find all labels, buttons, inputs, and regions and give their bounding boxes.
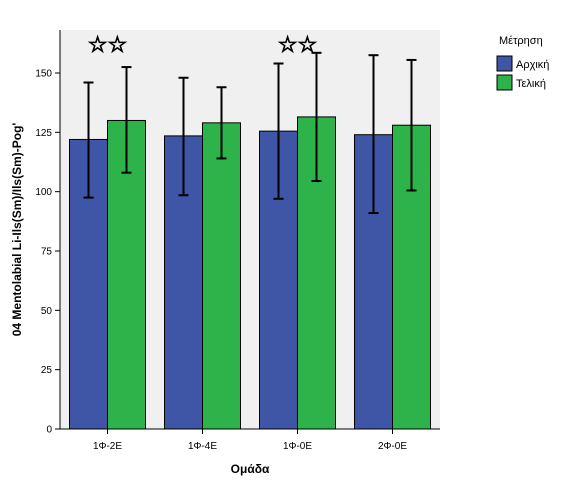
y-tick-label: 100 (35, 187, 52, 198)
x-axis-title: Ομάδα (231, 462, 270, 476)
x-tick-label: 1Φ-4Ε (188, 441, 217, 452)
bar-1Φ-4Ε-Τελική (202, 122, 241, 430)
legend-title: Μέτρηση (499, 35, 543, 47)
y-tick-label: 0 (46, 425, 52, 436)
y-tick-label: 50 (41, 306, 53, 317)
y-ticks-layer: 0 25 50 75 100 125 150 (35, 69, 60, 436)
legend-label: Τελική (516, 78, 546, 90)
y-axis-title: 04 Mentolabial Li-Ils(Sm)/Ils(Sm)-Pog' (10, 123, 24, 337)
error-bars-layer (83, 51, 417, 215)
x-tick-label: 1Φ-2Ε (93, 441, 122, 452)
annotations-layer: ☆☆ ☆☆ (87, 32, 317, 58)
y-tick-label: 125 (35, 128, 52, 139)
legend-label: Αρχική (516, 59, 549, 71)
x-tick-label: 1Φ-0Ε (283, 441, 312, 452)
x-ticks-layer: 1Φ-2Ε 1Φ-4Ε 1Φ-0Ε 2Φ-0Ε (93, 429, 407, 452)
legend-swatch-Αρχική (496, 55, 513, 72)
legend-swatch-Τελική (496, 74, 513, 91)
significance-stars: ☆☆ (88, 32, 127, 57)
significance-stars: ☆☆ (278, 32, 317, 57)
y-tick-label: 150 (35, 69, 52, 80)
legend: Αρχική Τελική (496, 55, 549, 91)
x-tick-label: 2Φ-0Ε (378, 441, 407, 452)
y-tick-label: 25 (41, 365, 53, 376)
bars-layer (69, 116, 431, 430)
y-tick-label: 75 (41, 247, 53, 258)
